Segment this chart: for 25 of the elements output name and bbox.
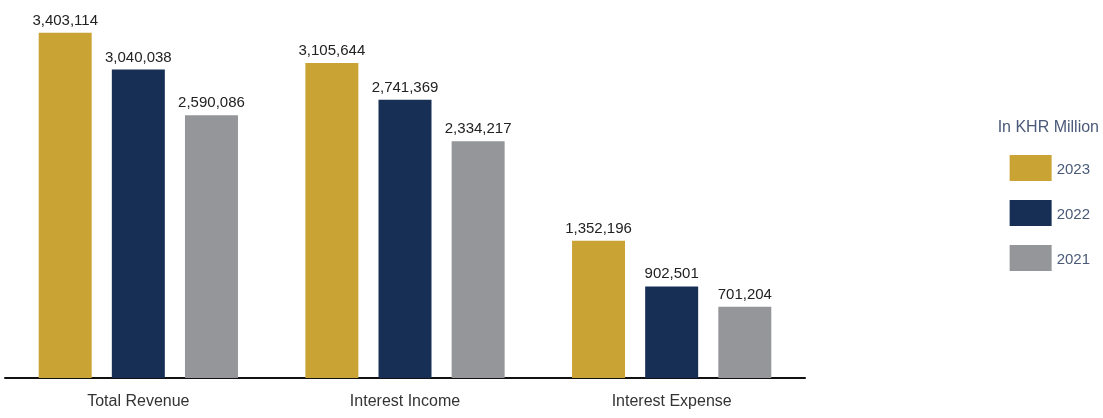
data-label: 3,105,644 [298, 40, 366, 58]
legend-label: 2021 [1056, 249, 1091, 267]
bar [184, 115, 238, 378]
bar [572, 240, 626, 378]
legend-label: 2022 [1056, 204, 1091, 222]
x-tick-label: Interest Income [349, 391, 461, 409]
bar [305, 62, 359, 378]
data-label: 2,741,369 [371, 77, 439, 95]
bar [451, 141, 505, 378]
bar [38, 32, 92, 378]
x-tick-label: Total Revenue [87, 391, 190, 409]
legend-title: In KHR Million [997, 117, 1099, 135]
data-label: 3,403,114 [32, 10, 99, 28]
bar [645, 286, 699, 378]
data-label: 3,040,038 [104, 47, 172, 65]
data-label: 902,501 [644, 264, 699, 282]
bar [718, 306, 772, 378]
x-tick-label: Interest Expense [611, 391, 732, 409]
data-label: 701,204 [717, 284, 772, 302]
data-label: 2,590,086 [178, 93, 245, 111]
data-label: 1,352,196 [565, 218, 632, 236]
data-label: 2,334,217 [444, 119, 512, 137]
bar [111, 69, 165, 378]
legend-label: 2023 [1056, 159, 1091, 177]
bar [378, 99, 432, 378]
